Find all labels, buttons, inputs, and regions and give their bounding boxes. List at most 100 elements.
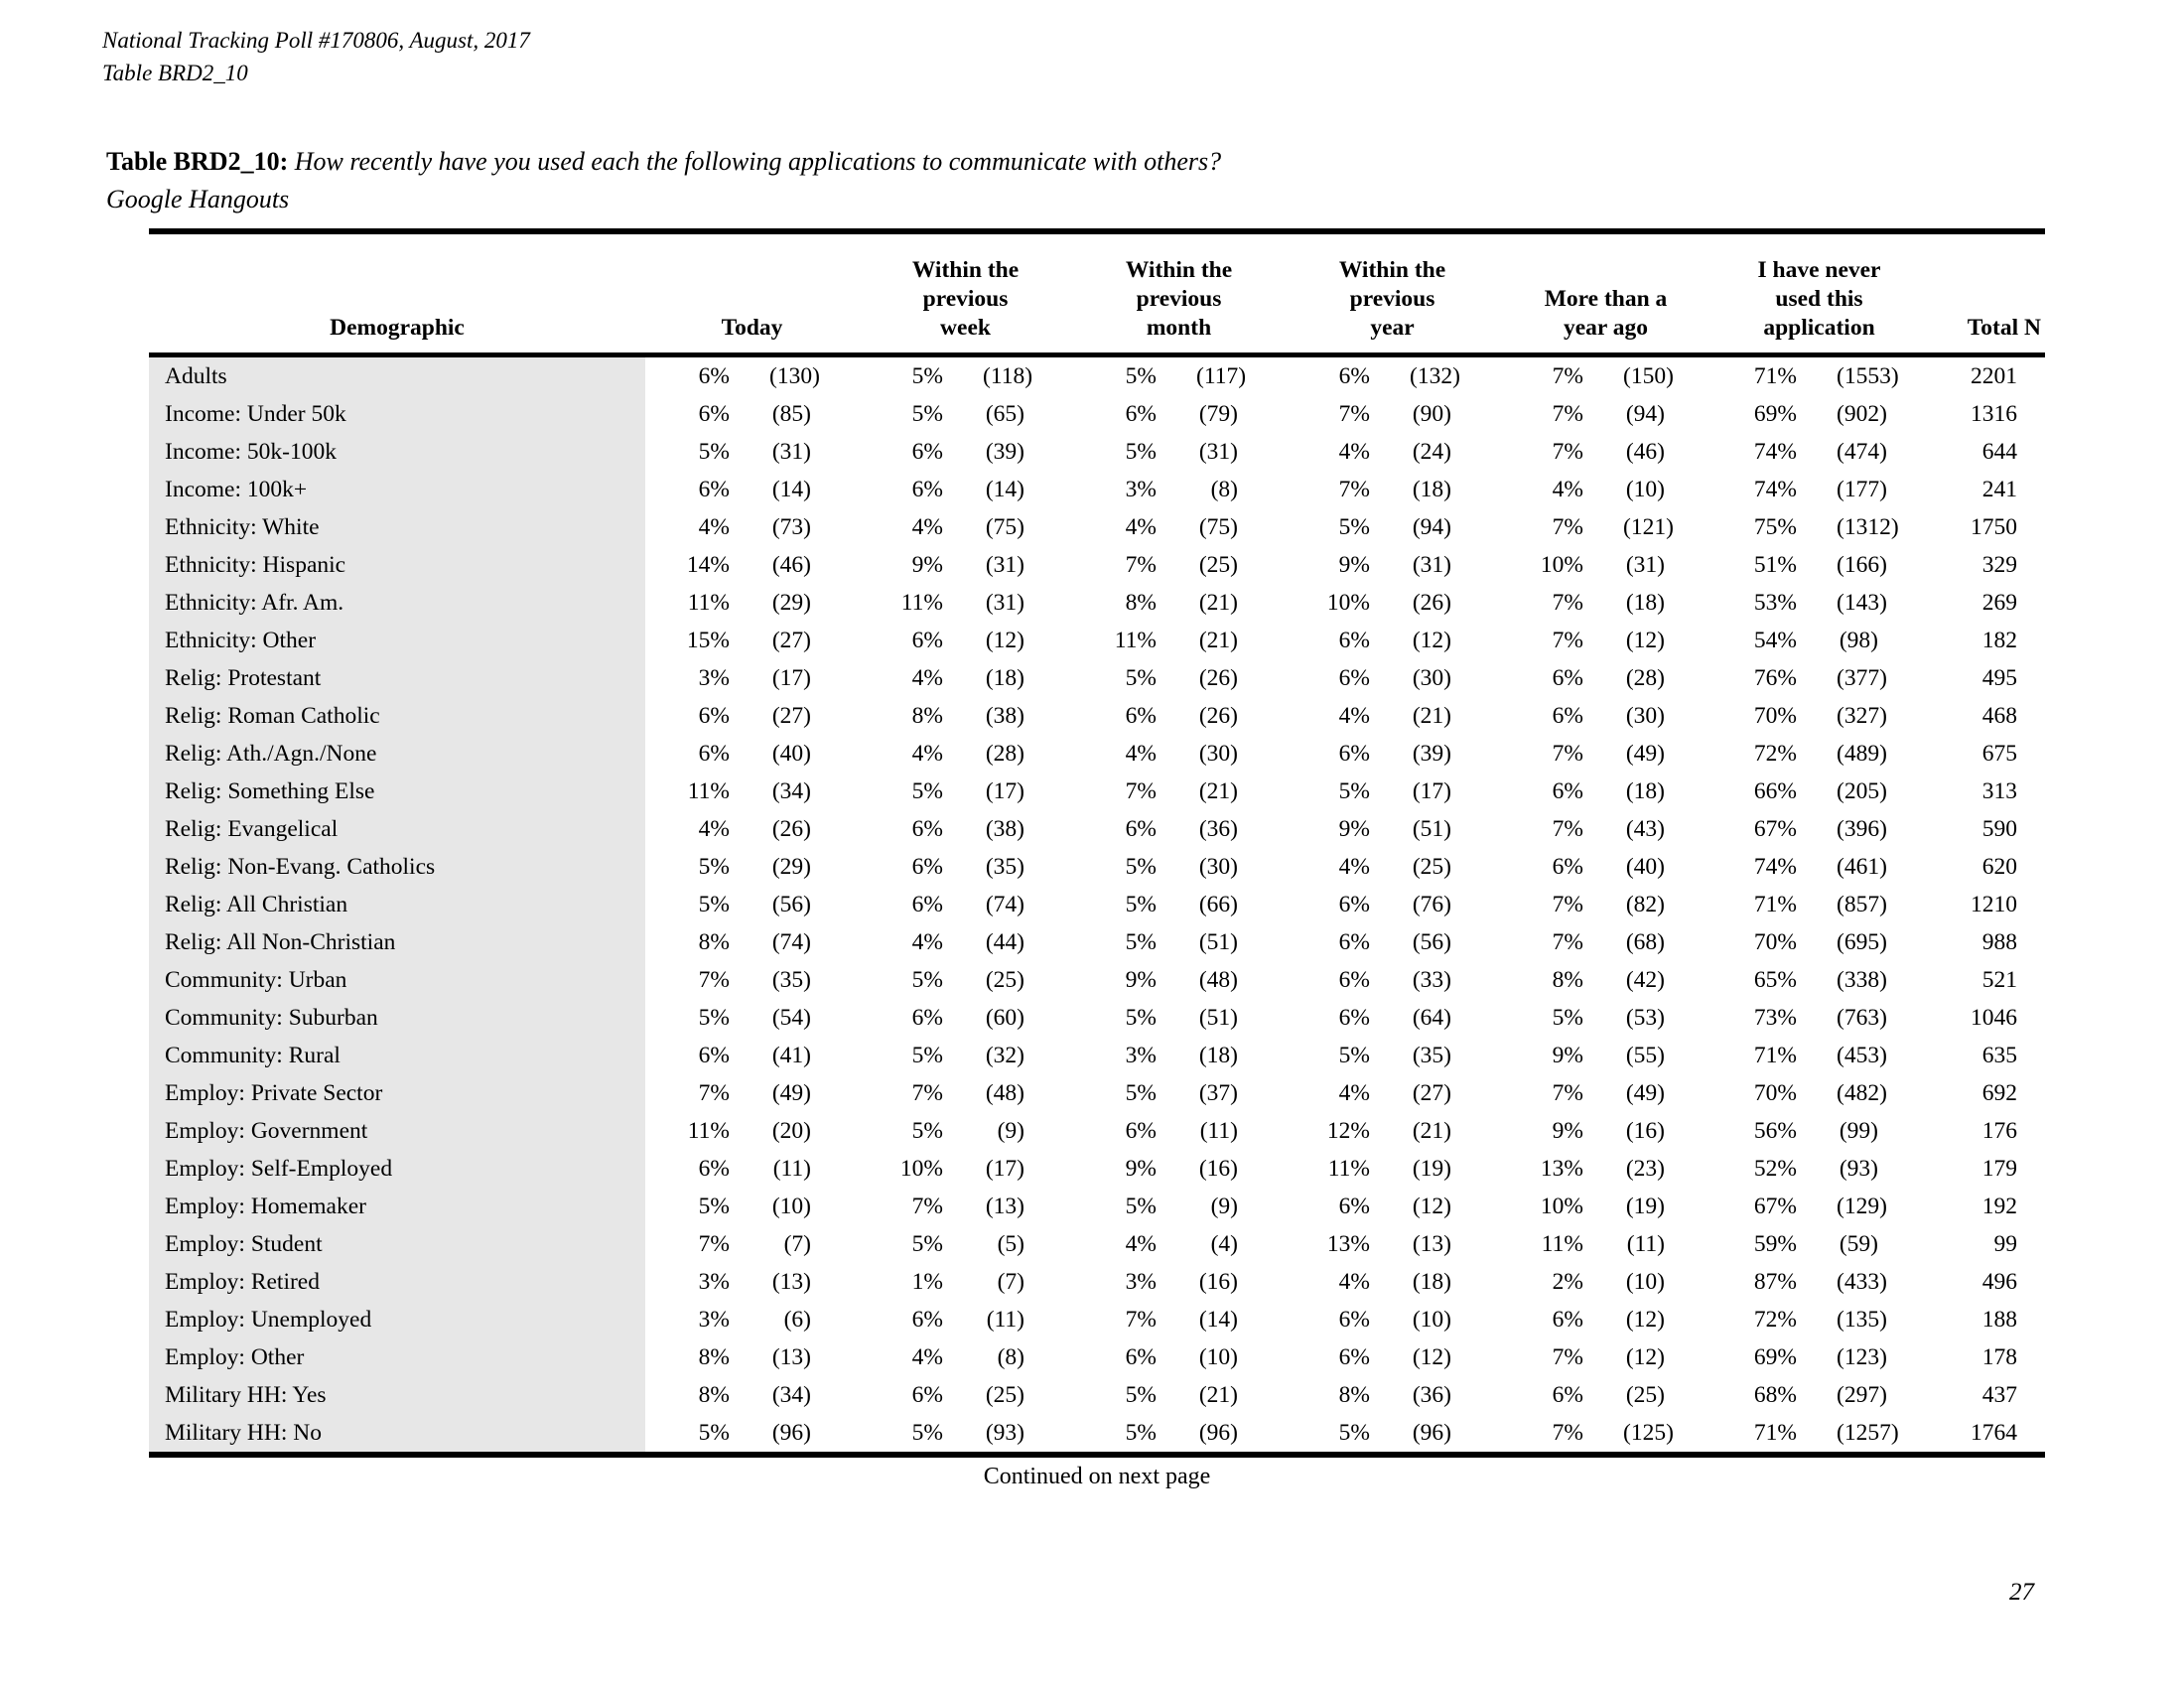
percent-value: 14% — [686, 552, 730, 578]
percent-value: 52% — [1753, 1156, 1797, 1182]
count-value: (10) — [1412, 1307, 1451, 1333]
count-value: (18) — [1412, 477, 1451, 502]
count-value: (56) — [1412, 929, 1451, 955]
count-value: (125) — [1623, 1420, 1674, 1446]
table-row: Employ: Retired 3% (13) 1% (7) 3% (16) 4% (18) 2%… — [149, 1263, 2045, 1301]
count-value: (10) — [771, 1194, 811, 1219]
demographic-label: Income: 50k-100k — [149, 433, 645, 471]
table-row: Ethnicity: Hispanic 14% (46) 9% (31) 7% (25) 9%… — [149, 546, 2045, 584]
percent-value: 4% — [1338, 1269, 1370, 1295]
count-value: (28) — [985, 741, 1024, 767]
count-value: (34) — [771, 778, 811, 804]
table-row: Relig: Something Else 11% (34) 5% (17) 7% (21)… — [149, 773, 2045, 810]
header-poll-line: National Tracking Poll #170806, August, … — [102, 28, 530, 53]
percent-value: 8% — [698, 1382, 730, 1408]
percent-value: 6% — [698, 363, 730, 389]
count-value: (130) — [769, 363, 820, 389]
count-value: (39) — [985, 439, 1024, 465]
percent-value: 13% — [1540, 1156, 1583, 1182]
percent-value: 5% — [911, 401, 943, 427]
percent-value: 3% — [698, 1269, 730, 1295]
count-value: (76) — [1412, 892, 1451, 917]
column-header-previous-year-label: Within the previous year — [1338, 257, 1446, 341]
percent-value: 7% — [1338, 401, 1370, 427]
percent-value: 71% — [1753, 892, 1797, 917]
count-value: (40) — [771, 741, 811, 767]
percent-value: 4% — [1125, 514, 1157, 540]
count-value: (30) — [1198, 741, 1238, 767]
count-value: (166) — [1837, 552, 1887, 578]
percent-value: 1% — [911, 1269, 943, 1295]
count-value: (129) — [1837, 1194, 1887, 1219]
percent-value: 6% — [1338, 665, 1370, 691]
demographic-label: Community: Urban — [149, 961, 645, 999]
percent-value: 9% — [1552, 1118, 1583, 1144]
table-row: Adults 6% (130) 5% (118) 5% (117) 6% (132) 7% (150… — [149, 354, 2045, 395]
percent-value: 5% — [698, 892, 730, 917]
demographic-label: Relig: Something Else — [149, 773, 645, 810]
count-value: (40) — [1625, 854, 1665, 880]
percent-value: 4% — [1338, 854, 1370, 880]
percent-value: 6% — [1125, 1118, 1157, 1144]
percent-value: 70% — [1753, 703, 1797, 729]
count-value: (4) — [1210, 1231, 1238, 1257]
count-value: (21) — [1412, 703, 1451, 729]
percent-value: 4% — [698, 514, 730, 540]
count-value: (13) — [985, 1194, 1024, 1219]
percent-value: 4% — [1125, 741, 1157, 767]
percent-value: 7% — [1552, 741, 1583, 767]
percent-value: 5% — [1125, 929, 1157, 955]
percent-value: 4% — [911, 514, 943, 540]
count-value: (56) — [771, 892, 811, 917]
count-value: (13) — [771, 1269, 811, 1295]
table-row: Income: 50k-100k 5% (31) 6% (39) 5% (31) 4% (24)… — [149, 433, 2045, 471]
percent-value: 5% — [911, 1420, 943, 1446]
percent-value: 3% — [1125, 477, 1157, 502]
percent-value: 5% — [1338, 1043, 1370, 1068]
percent-value: 5% — [911, 967, 943, 993]
table-row: Income: 100k+ 6% (14) 6% (14) 3% (8) 7% (18) 4% (1… — [149, 471, 2045, 508]
percent-value: 6% — [698, 703, 730, 729]
column-header-more-than-year-label: More than a year ago — [1544, 286, 1668, 341]
count-value: (59) — [1839, 1231, 1878, 1257]
count-value: (396) — [1837, 816, 1887, 842]
table-row: Relig: Ath./Agn./None 6% (40) 4% (28) 4% (30) 6… — [149, 735, 2045, 773]
count-value: (21) — [1198, 1382, 1238, 1408]
percent-value: 5% — [698, 439, 730, 465]
count-value: (12) — [1625, 1307, 1665, 1333]
count-value: (94) — [1412, 514, 1451, 540]
percent-value: 6% — [1552, 1382, 1583, 1408]
count-value: (33) — [1412, 967, 1451, 993]
percent-value: 6% — [1338, 929, 1370, 955]
percent-value: 6% — [911, 628, 943, 653]
count-value: (25) — [985, 1382, 1024, 1408]
poll-results-table: Demographic Today Within the previous we… — [149, 228, 2045, 1458]
percent-value: 8% — [698, 929, 730, 955]
count-value: (16) — [1625, 1118, 1665, 1144]
count-value: (35) — [771, 967, 811, 993]
percent-value: 74% — [1753, 854, 1797, 880]
demographic-label: Employ: Retired — [149, 1263, 645, 1301]
percent-value: 7% — [698, 1231, 730, 1257]
percent-value: 9% — [1552, 1043, 1583, 1068]
count-value: (17) — [985, 1156, 1024, 1182]
demographic-label: Adults — [149, 354, 645, 395]
count-value: (902) — [1837, 401, 1887, 427]
demographic-label: Ethnicity: Afr. Am. — [149, 584, 645, 622]
column-header-today-label: Today — [721, 315, 783, 341]
count-value: (64) — [1412, 1005, 1451, 1031]
percent-value: 6% — [698, 741, 730, 767]
count-value: (51) — [1198, 929, 1238, 955]
count-value: (31) — [1412, 552, 1451, 578]
count-value: (177) — [1837, 477, 1887, 502]
percent-value: 67% — [1753, 816, 1797, 842]
total-n-value: 269 — [1981, 590, 2017, 616]
percent-value: 4% — [1338, 439, 1370, 465]
percent-value: 5% — [911, 1231, 943, 1257]
count-value: (98) — [1839, 628, 1878, 653]
percent-value: 71% — [1753, 1043, 1797, 1068]
total-n-value: 521 — [1981, 967, 2017, 993]
count-value: (53) — [1625, 1005, 1665, 1031]
percent-value: 6% — [1338, 967, 1370, 993]
count-value: (23) — [1625, 1156, 1665, 1182]
